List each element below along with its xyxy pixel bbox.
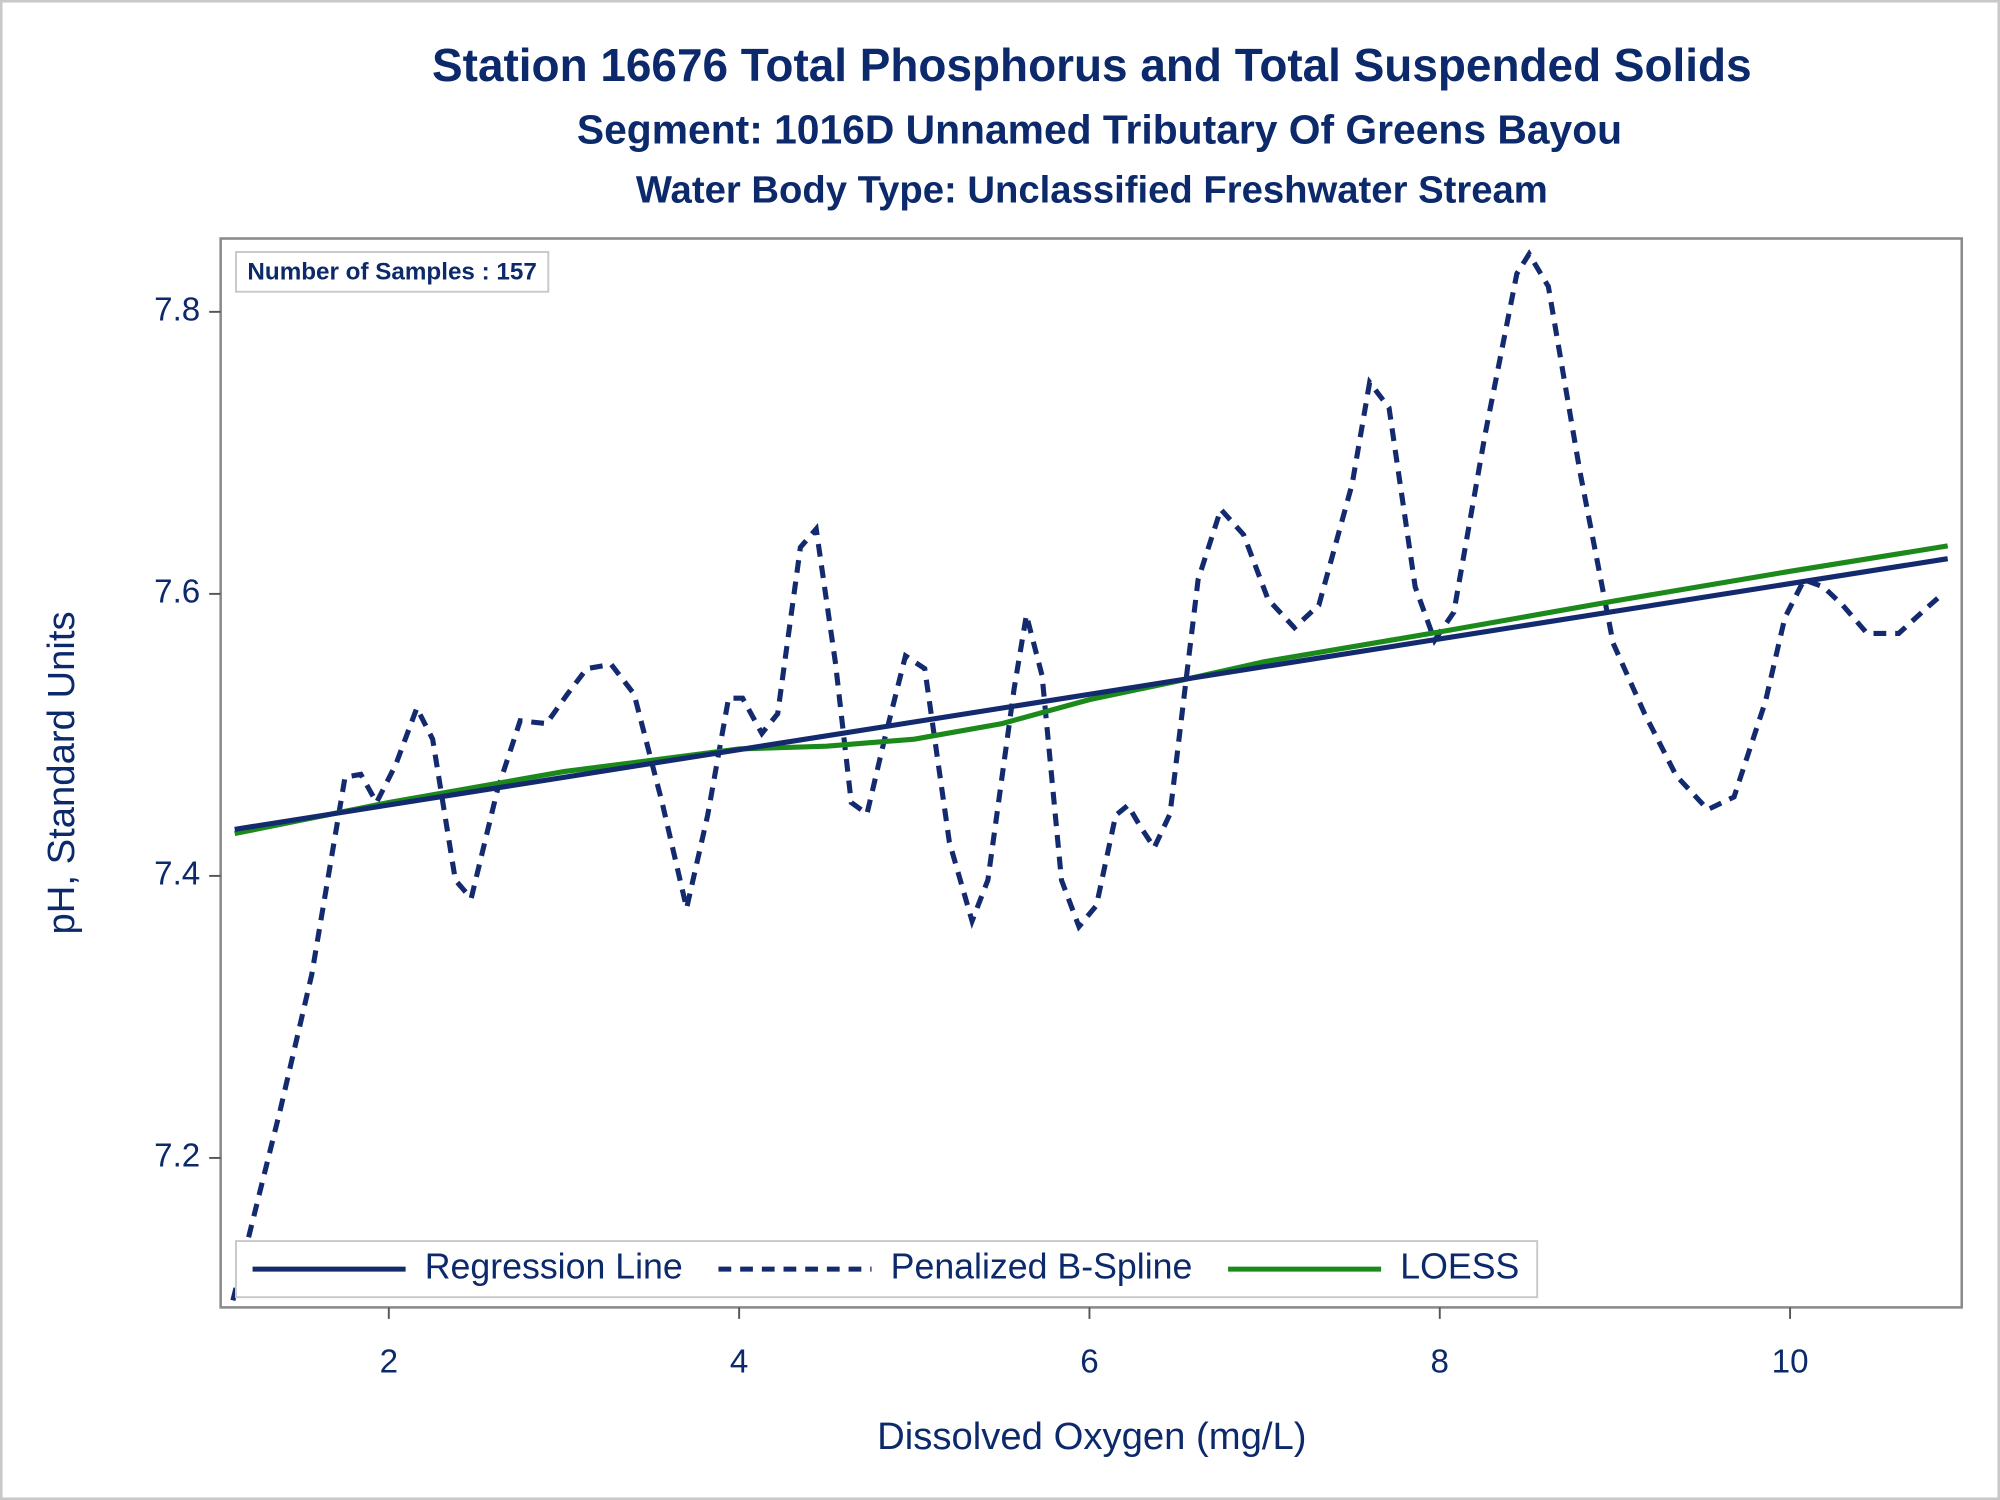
x-tick-label: 10 xyxy=(1772,1343,1809,1380)
legend-label: LOESS xyxy=(1400,1247,1519,1287)
chart-title: Station 16676 Total Phosphorus and Total… xyxy=(432,39,1752,91)
plot-frame xyxy=(219,237,1964,1309)
series-line xyxy=(234,556,1949,832)
legend-label: Regression Line xyxy=(425,1247,683,1287)
x-tick-label: 4 xyxy=(730,1343,748,1380)
y-tick-label: 7.2 xyxy=(154,1138,200,1175)
chart-subtitle: Water Body Type: Unclassified Freshwater… xyxy=(636,169,1548,212)
annotation: Number of Samples : 157 xyxy=(247,258,536,285)
series-line xyxy=(230,249,1946,1301)
x-tick-label: 2 xyxy=(380,1343,398,1380)
x-axis-label: Dissolved Oxygen (mg/L) xyxy=(877,1415,1306,1458)
chart-subtitle: Segment: 1016D Unnamed Tributary Of Gree… xyxy=(577,106,1622,152)
y-tick-label: 7.4 xyxy=(154,856,200,893)
x-tick-label: 6 xyxy=(1080,1343,1098,1380)
series-line xyxy=(234,543,1949,837)
x-tick-label: 8 xyxy=(1431,1343,1449,1380)
y-tick-label: 7.6 xyxy=(154,574,200,611)
legend-label: Penalized B-Spline xyxy=(891,1247,1193,1287)
y-tick-label: 7.8 xyxy=(154,292,200,329)
y-axis-label: pH, Standard Units xyxy=(40,611,83,934)
annotation-box xyxy=(235,251,550,293)
